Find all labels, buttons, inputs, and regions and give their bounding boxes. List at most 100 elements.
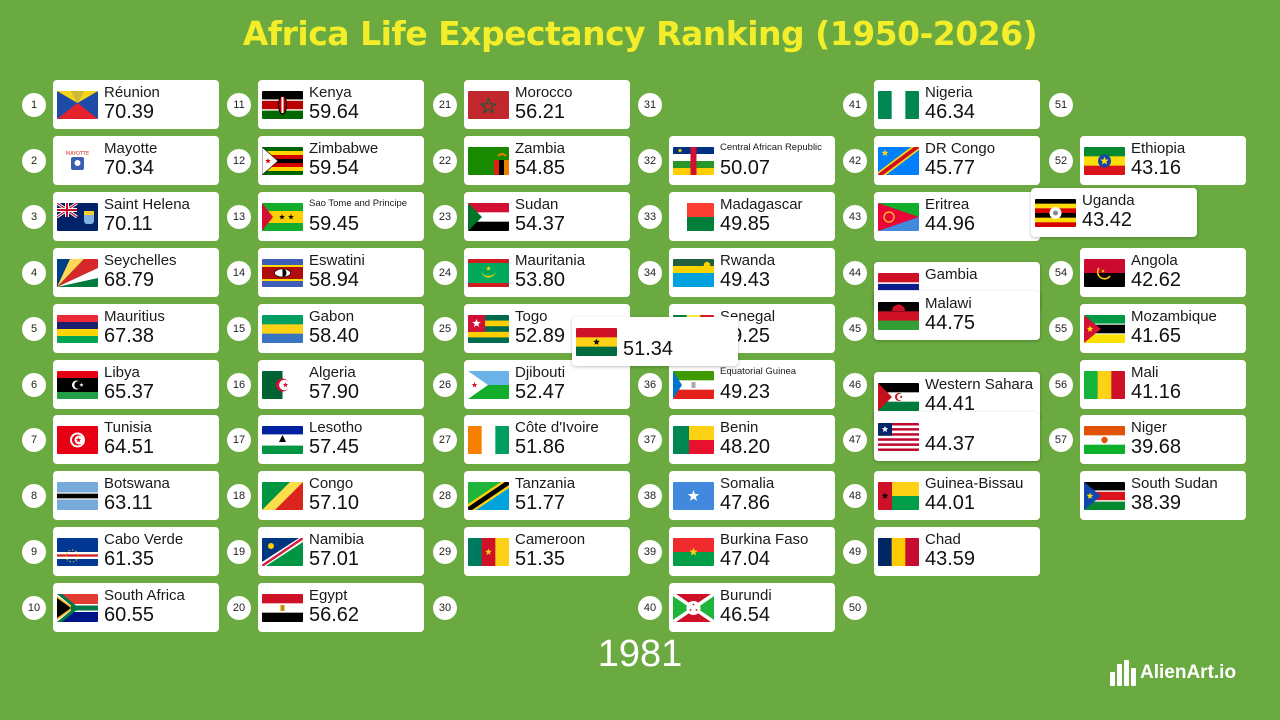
country-card: Tanzania 51.77 xyxy=(464,471,630,520)
brand-watermark: AlienArt.io xyxy=(1110,656,1236,690)
flag-icon xyxy=(878,147,919,175)
rank-badge: 28 xyxy=(433,484,457,508)
rank-badge: 43 xyxy=(843,205,867,229)
country-card: Eswatini 58.94 xyxy=(258,248,424,297)
country-card: Benin 48.20 xyxy=(669,415,835,464)
country-name: Mauritius xyxy=(104,308,165,325)
country-card: Burkina Faso 47.04 xyxy=(669,527,835,576)
life-expectancy-value: 58.94 xyxy=(309,269,360,291)
country-name: Sudan xyxy=(515,196,559,213)
flag-icon xyxy=(1084,259,1125,287)
rank-badge: 49 xyxy=(843,540,867,564)
country-name: Réunion xyxy=(104,84,160,101)
flag-icon xyxy=(57,594,98,622)
country-card: Egypt 56.62 xyxy=(258,583,424,632)
life-expectancy-value: 44.96 xyxy=(925,213,976,235)
country-card: Rwanda 49.43 xyxy=(669,248,835,297)
country-card: Sao Tome and Principe 59.45 xyxy=(258,192,424,241)
flag-icon xyxy=(1084,147,1125,175)
country-name: Madagascar xyxy=(720,196,803,213)
rank-badge: 32 xyxy=(638,149,662,173)
rank-badge: 41 xyxy=(843,93,867,117)
flag-icon xyxy=(673,594,714,622)
country-card: Namibia 57.01 xyxy=(258,527,424,576)
country-card: South Africa 60.55 xyxy=(53,583,219,632)
life-expectancy-value: 49.85 xyxy=(720,213,771,235)
country-name: Niger xyxy=(1131,419,1167,436)
country-card: Saint Helena 70.11 xyxy=(53,192,219,241)
country-card: Mozambique 41.65 xyxy=(1080,304,1246,353)
life-expectancy-value: 48.20 xyxy=(720,436,771,458)
alienart-logo-icon xyxy=(1110,660,1136,686)
country-name: Côte d'Ivoire xyxy=(515,419,599,436)
country-name: Zimbabwe xyxy=(309,140,379,157)
flag-icon xyxy=(1084,315,1125,343)
country-name: Djibouti xyxy=(515,364,566,381)
flag-icon xyxy=(1084,371,1125,399)
country-name: Gambia xyxy=(925,266,978,283)
rank-badge: 4 xyxy=(22,261,46,285)
flag-icon xyxy=(673,203,714,231)
flag-icon xyxy=(673,259,714,287)
rank-badge: 57 xyxy=(1049,428,1073,452)
rank-badge: 55 xyxy=(1049,317,1073,341)
rank-badge: 42 xyxy=(843,149,867,173)
life-expectancy-value: 53.80 xyxy=(515,269,566,291)
life-expectancy-value: 42.62 xyxy=(1131,269,1182,291)
life-expectancy-value: 46.34 xyxy=(925,101,976,123)
country-card: Lesotho 57.45 xyxy=(258,415,424,464)
flag-icon xyxy=(57,203,98,231)
flag-icon xyxy=(878,423,919,451)
country-card: Mauritania 53.80 xyxy=(464,248,630,297)
flag-icon xyxy=(262,203,303,231)
flag-icon xyxy=(878,482,919,510)
country-name: Mauritania xyxy=(515,252,586,269)
life-expectancy-value: 57.01 xyxy=(309,548,360,570)
country-card: Kenya 59.64 xyxy=(258,80,424,129)
country-name: Zambia xyxy=(515,140,566,157)
country-name: Tunisia xyxy=(104,419,152,436)
country-name: Cameroon xyxy=(515,531,586,548)
life-expectancy-value: 52.47 xyxy=(515,381,566,403)
country-name: Central African Republic xyxy=(720,142,822,153)
rank-badge: 6 xyxy=(22,373,46,397)
rank-badge: 52 xyxy=(1049,149,1073,173)
country-card: Central African Republic 50.07 xyxy=(669,136,835,185)
rank-badge: 18 xyxy=(227,484,251,508)
country-card: Angola 42.62 xyxy=(1080,248,1246,297)
country-name: Chad xyxy=(925,531,961,548)
flag-icon xyxy=(673,482,714,510)
country-name: Tanzania xyxy=(515,475,576,492)
life-expectancy-value: 44.41 xyxy=(925,393,976,415)
country-card: Congo 57.10 xyxy=(258,471,424,520)
country-card: Malawi 44.75 xyxy=(874,291,1040,340)
country-name: Botswana xyxy=(104,475,170,492)
country-card: Chad 43.59 xyxy=(874,527,1040,576)
country-name: Libya xyxy=(104,364,140,381)
country-name: Egypt xyxy=(309,587,348,604)
country-card: Eritrea 44.96 xyxy=(874,192,1040,241)
country-card: South Sudan 38.39 xyxy=(1080,471,1246,520)
life-expectancy-value: 51.34 xyxy=(623,338,674,360)
country-name: Nigeria xyxy=(925,84,973,101)
flag-icon xyxy=(262,538,303,566)
flag-icon xyxy=(468,426,509,454)
flag-icon xyxy=(878,538,919,566)
rank-badge: 40 xyxy=(638,596,662,620)
chart-title: Africa Life Expectancy Ranking (1950-202… xyxy=(242,14,1038,53)
life-expectancy-value: 68.79 xyxy=(104,269,155,291)
country-card: Morocco 56.21 xyxy=(464,80,630,129)
flag-icon xyxy=(673,371,714,399)
country-card: Algeria 57.90 xyxy=(258,360,424,409)
flag-icon xyxy=(262,426,303,454)
life-expectancy-value: 58.40 xyxy=(309,325,360,347)
flag-icon xyxy=(57,482,98,510)
life-expectancy-value: 47.04 xyxy=(720,548,771,570)
life-expectancy-value: 52.89 xyxy=(515,325,566,347)
country-name: Togo xyxy=(515,308,548,325)
flag-icon xyxy=(878,203,919,231)
country-name: Kenya xyxy=(309,84,352,101)
country-card: Cameroon 51.35 xyxy=(464,527,630,576)
country-card: Somalia 47.86 xyxy=(669,471,835,520)
flag-icon xyxy=(468,538,509,566)
